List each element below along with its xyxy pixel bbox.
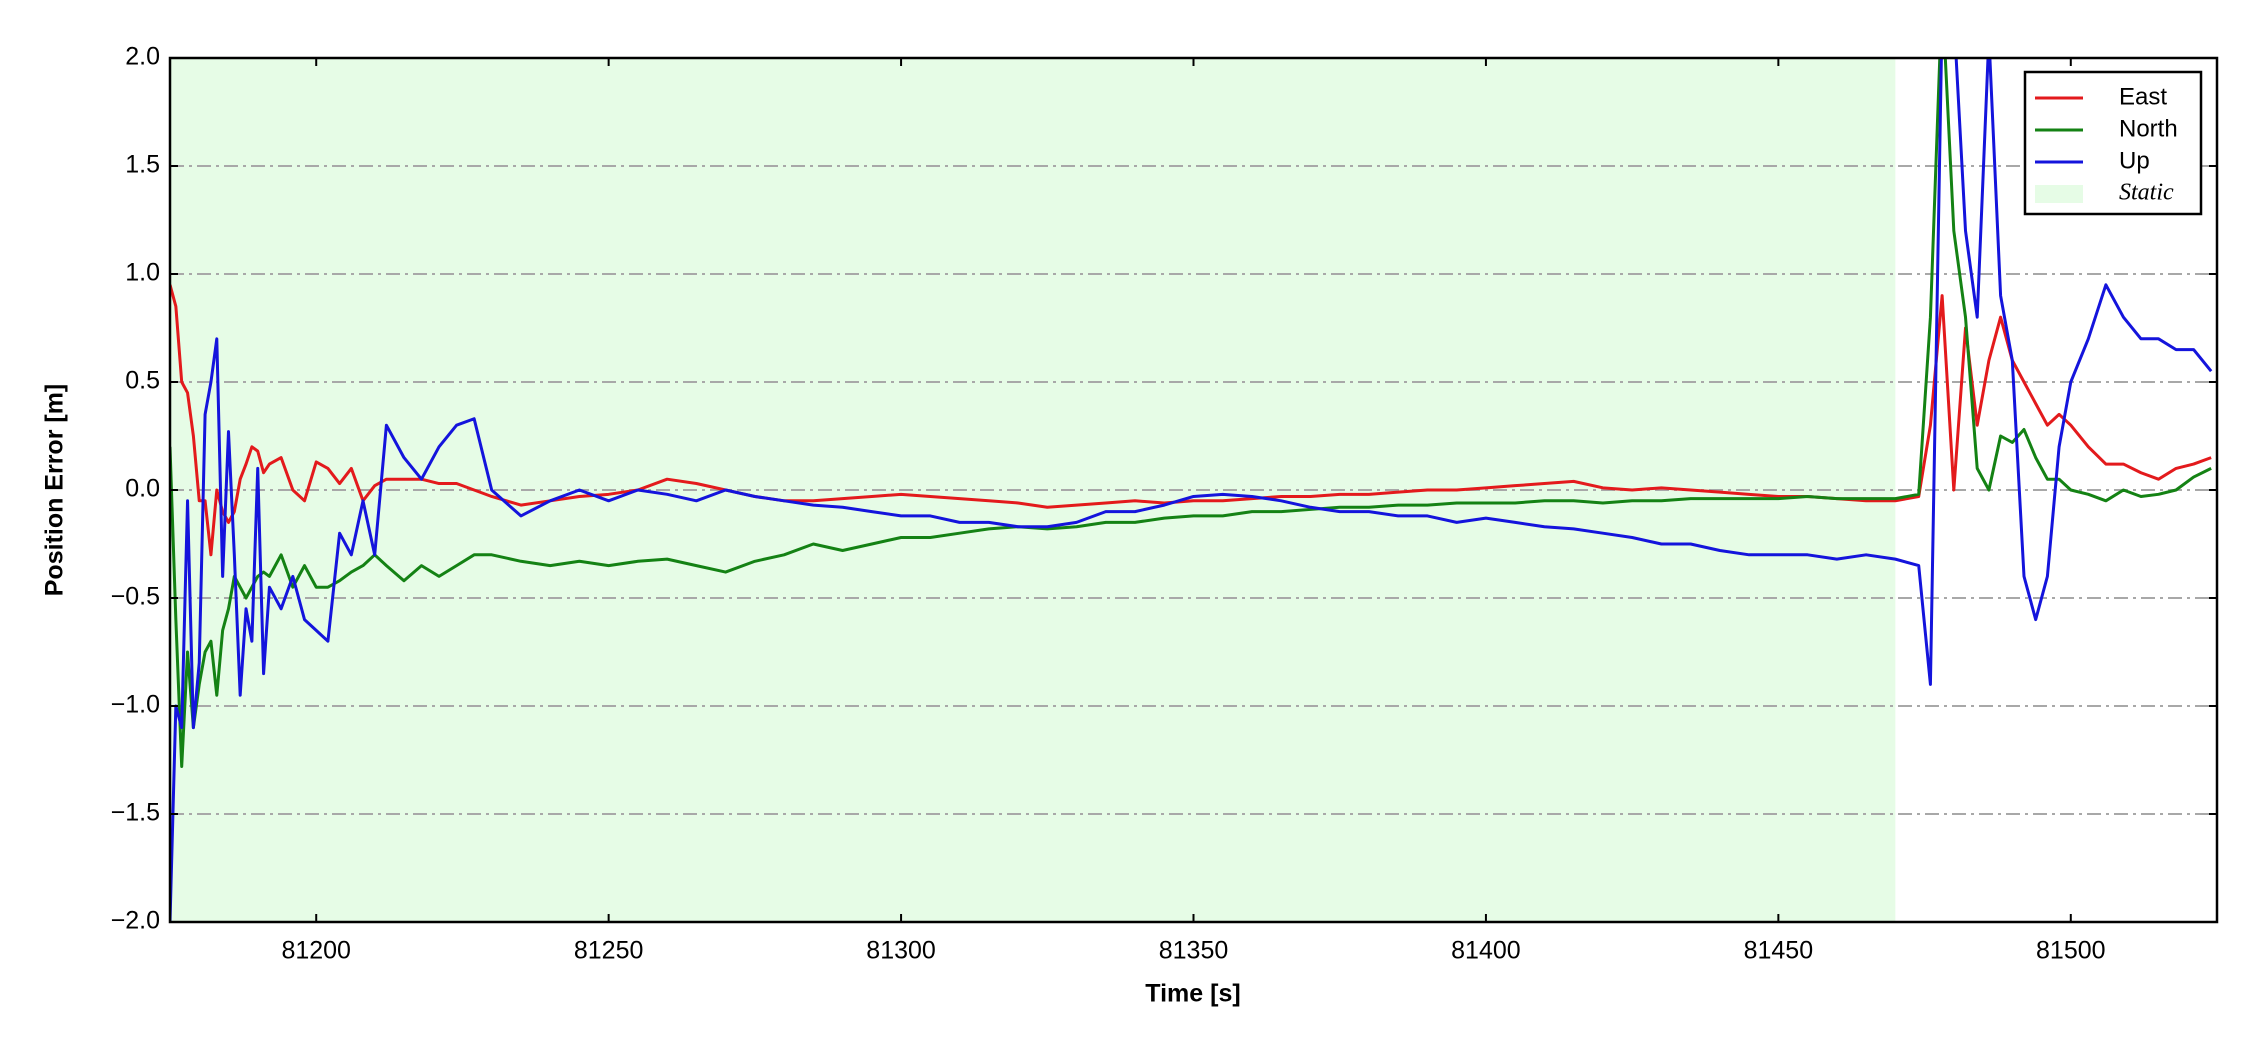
x-tick-label: 81400 <box>1451 937 1521 965</box>
x-tick-label: 81450 <box>1744 937 1814 965</box>
x-tick-label: 81300 <box>866 937 936 965</box>
legend-label: Static <box>2119 180 2174 206</box>
plot-frame <box>168 56 2219 924</box>
y-tick-label: 1.0 <box>125 259 160 287</box>
y-tick-label: −1.5 <box>111 799 160 827</box>
legend: East North Up Static <box>2023 70 2203 216</box>
y-tick-label: −1.0 <box>111 691 160 719</box>
y-tick-label: 1.5 <box>125 151 160 179</box>
x-tick-label: 81250 <box>574 937 644 965</box>
x-tick-label: 81500 <box>2036 937 2106 965</box>
x-tick-label: 81350 <box>1159 937 1229 965</box>
lines <box>170 58 2213 922</box>
legend-label: Up <box>2119 147 2150 174</box>
y-tick-label: 2.0 <box>125 43 160 71</box>
y-tick-label: −2.0 <box>111 907 160 935</box>
y-tick-label: 0.0 <box>125 475 160 503</box>
series-line <box>170 58 2213 922</box>
legend-label: North <box>2119 115 2178 142</box>
y-tick-label: 0.5 <box>125 367 160 395</box>
x-axis-label: Time [s] <box>1145 980 1240 1008</box>
x-tick-label: 81200 <box>281 937 351 965</box>
series-line <box>170 284 2212 557</box>
legend-swatch <box>2035 185 2083 203</box>
y-axis-label: Position Error [m] <box>41 384 69 597</box>
axes: −2.0 −1.5 −1.0 −0.5 0.0 0.5 1.0 1.5 2.0 81200 8125… <box>111 43 2219 965</box>
y-tick-label: −0.5 <box>111 583 160 611</box>
legend-label: East <box>2119 83 2167 110</box>
